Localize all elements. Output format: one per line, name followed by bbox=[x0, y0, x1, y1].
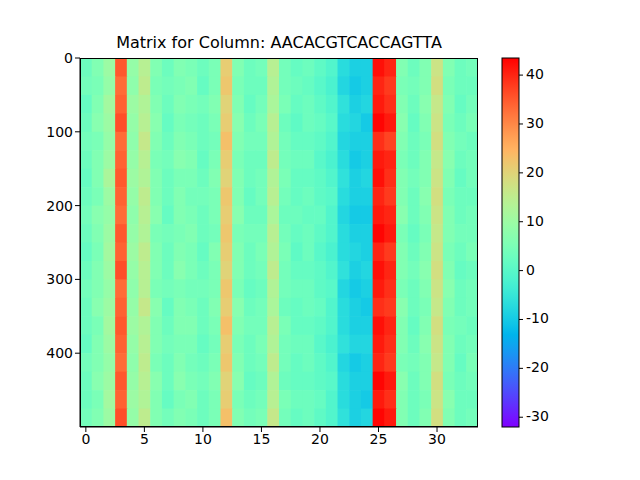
svg-text:10: 10 bbox=[526, 213, 544, 229]
svg-text:15: 15 bbox=[253, 431, 271, 447]
svg-text:30: 30 bbox=[428, 431, 446, 447]
svg-text:0: 0 bbox=[526, 262, 535, 278]
svg-text:-30: -30 bbox=[526, 408, 549, 424]
svg-text:Matrix for Column: AACACGTCACC: Matrix for Column: AACACGTCACCAGTTA bbox=[116, 33, 442, 52]
svg-text:5: 5 bbox=[140, 431, 149, 447]
svg-text:40: 40 bbox=[526, 66, 544, 82]
svg-text:30: 30 bbox=[526, 115, 544, 131]
svg-text:200: 200 bbox=[46, 198, 73, 214]
svg-text:25: 25 bbox=[370, 431, 388, 447]
svg-text:-20: -20 bbox=[526, 359, 549, 375]
svg-text:20: 20 bbox=[526, 164, 544, 180]
svg-text:0: 0 bbox=[64, 50, 73, 66]
svg-text:400: 400 bbox=[46, 345, 73, 361]
svg-text:100: 100 bbox=[46, 124, 73, 140]
svg-text:0: 0 bbox=[81, 431, 90, 447]
svg-text:-10: -10 bbox=[526, 310, 549, 326]
svg-text:20: 20 bbox=[311, 431, 329, 447]
svg-text:300: 300 bbox=[46, 271, 73, 287]
svg-text:10: 10 bbox=[194, 431, 212, 447]
